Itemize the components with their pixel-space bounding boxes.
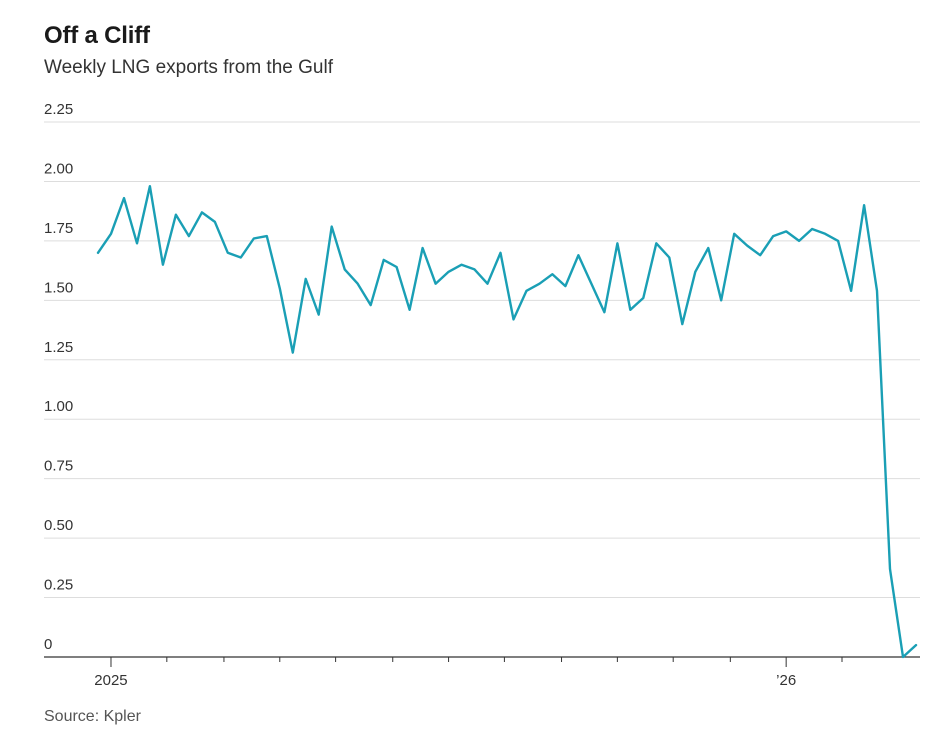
y-tick-label: 2.00 bbox=[44, 160, 73, 177]
data-point bbox=[252, 237, 256, 241]
data-point bbox=[265, 234, 269, 238]
data-point bbox=[473, 267, 477, 271]
data-point bbox=[122, 196, 126, 200]
y-tick-label: 0.50 bbox=[44, 517, 73, 534]
data-point bbox=[706, 246, 710, 250]
data-point bbox=[589, 282, 593, 286]
y-axis-labels: 0 0.25 0.50 0.75 1.00 1.25 1.50 1.75 2.00 2.25 bbox=[44, 101, 73, 653]
data-point bbox=[343, 267, 347, 271]
data-point bbox=[563, 284, 567, 288]
data-point bbox=[135, 241, 139, 245]
data-point bbox=[784, 229, 788, 233]
data-point bbox=[719, 298, 723, 302]
data-point bbox=[291, 351, 295, 355]
data-point bbox=[654, 241, 658, 245]
data-point bbox=[797, 239, 801, 243]
data-point bbox=[771, 234, 775, 238]
chart-title: Off a Cliff bbox=[44, 22, 150, 49]
data-point bbox=[745, 244, 749, 248]
data-point bbox=[460, 263, 464, 267]
data-point bbox=[511, 317, 515, 321]
data-point bbox=[174, 213, 178, 217]
data-point bbox=[888, 567, 892, 571]
y-tick-label: 0.75 bbox=[44, 458, 73, 475]
y-tick-label: 1.00 bbox=[44, 398, 73, 415]
data-point bbox=[96, 251, 100, 255]
source-note: Source: Kpler bbox=[44, 708, 141, 725]
data-point bbox=[161, 263, 165, 267]
data-point bbox=[641, 296, 645, 300]
data-point bbox=[550, 272, 554, 276]
y-tick-label: 1.25 bbox=[44, 339, 73, 356]
data-point bbox=[576, 253, 580, 257]
data-point bbox=[667, 256, 671, 260]
data-point bbox=[369, 303, 373, 307]
y-tick-label: 2.25 bbox=[44, 101, 73, 118]
data-point bbox=[602, 310, 606, 314]
y-tick-label: 0 bbox=[44, 636, 52, 653]
data-point bbox=[330, 225, 334, 229]
data-point bbox=[499, 251, 503, 255]
data-point bbox=[382, 258, 386, 262]
data-point bbox=[109, 232, 113, 236]
x-tick-label: ’26 bbox=[776, 672, 796, 689]
data-point bbox=[862, 203, 866, 207]
data-point bbox=[356, 282, 360, 286]
data-point bbox=[758, 253, 762, 257]
data-point bbox=[875, 289, 879, 293]
data-point bbox=[615, 241, 619, 245]
gridlines bbox=[44, 121, 920, 599]
data-point bbox=[304, 277, 308, 281]
data-point bbox=[200, 210, 204, 214]
data-point bbox=[278, 286, 282, 290]
data-point bbox=[408, 308, 412, 312]
x-axis: 2025 ’26 bbox=[44, 656, 920, 689]
data-point bbox=[226, 251, 230, 255]
y-tick-label: 1.75 bbox=[44, 220, 73, 237]
data-point bbox=[395, 265, 399, 269]
data-point bbox=[836, 239, 840, 243]
data-point bbox=[901, 655, 905, 659]
x-tick-label: 2025 bbox=[94, 672, 127, 689]
data-point bbox=[693, 270, 697, 274]
data-point bbox=[447, 270, 451, 274]
data-point bbox=[810, 227, 814, 231]
data-point bbox=[239, 256, 243, 260]
series-layer bbox=[96, 184, 918, 659]
chart-svg: 0 0.25 0.50 0.75 1.00 1.25 1.50 1.75 2.00 2.25 20… bbox=[44, 101, 920, 689]
data-point bbox=[628, 308, 632, 312]
chart-subtitle: Weekly LNG exports from the Gulf bbox=[44, 57, 333, 78]
data-point bbox=[486, 282, 490, 286]
series-line-lng-exports bbox=[96, 184, 918, 659]
data-point bbox=[434, 282, 438, 286]
data-point bbox=[732, 232, 736, 236]
data-point bbox=[213, 220, 217, 224]
y-tick-label: 0.25 bbox=[44, 577, 73, 594]
data-point bbox=[524, 289, 528, 293]
y-tick-label: 1.50 bbox=[44, 279, 73, 296]
data-point bbox=[187, 234, 191, 238]
data-point bbox=[421, 246, 425, 250]
data-point bbox=[914, 643, 918, 647]
data-point bbox=[680, 322, 684, 326]
data-point bbox=[537, 282, 541, 286]
data-point bbox=[823, 232, 827, 236]
data-point bbox=[148, 184, 152, 188]
data-point bbox=[849, 289, 853, 293]
data-point bbox=[317, 313, 321, 317]
